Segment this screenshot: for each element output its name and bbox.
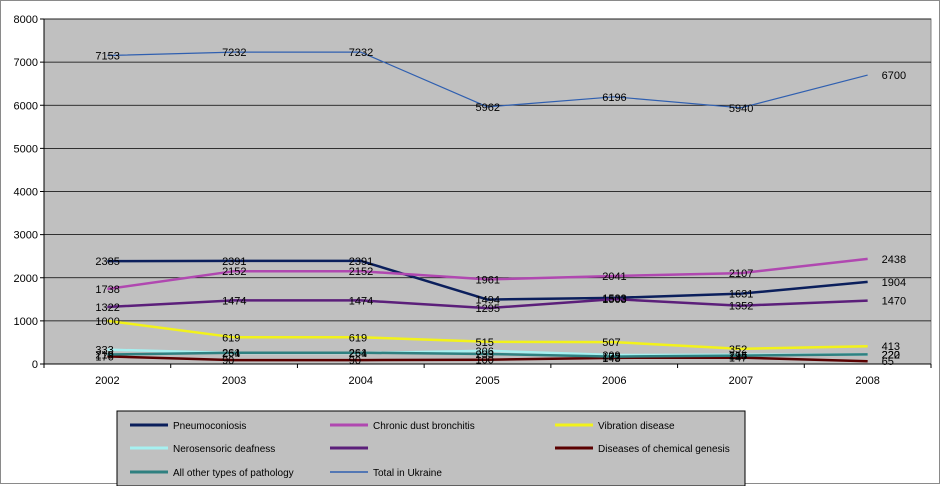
series-line-5 xyxy=(107,297,868,310)
data-label: 515 xyxy=(476,337,494,349)
data-label: 2438 xyxy=(882,254,906,266)
data-label: 65 xyxy=(882,356,894,368)
data-label: 219 xyxy=(95,350,113,362)
data-label: 306 xyxy=(476,346,494,358)
data-label: 143 xyxy=(602,353,620,365)
data-label: 100 xyxy=(476,355,494,367)
data-label: 1000 xyxy=(95,316,119,328)
data-label: 2152 xyxy=(349,266,373,278)
data-label: 172 xyxy=(602,352,620,364)
data-label: 214 xyxy=(729,350,747,362)
data-label: 195 xyxy=(729,351,747,363)
legend-label: All other types of pathology xyxy=(173,468,294,479)
data-label: 6196 xyxy=(602,92,626,104)
data-label: 90 xyxy=(222,355,234,367)
data-label: 176 xyxy=(95,351,113,363)
data-label: 90 xyxy=(349,355,361,367)
x-tick-label: 2006 xyxy=(602,375,626,387)
data-label: 1470 xyxy=(882,296,906,308)
data-label: 1533 xyxy=(602,293,626,305)
x-tick-label: 2002 xyxy=(95,375,119,387)
data-label: 147 xyxy=(729,353,747,365)
data-label: 7232 xyxy=(222,47,246,59)
data-label: 2041 xyxy=(602,271,626,283)
data-label: 254 xyxy=(222,348,240,360)
data-label: 619 xyxy=(222,332,240,344)
data-label: 254 xyxy=(349,348,367,360)
data-label: 2152 xyxy=(222,266,246,278)
legend-label: Vibration disease xyxy=(598,421,675,432)
legend-label: Diseases of chemical genesis xyxy=(598,444,730,455)
y-tick-label: 8000 xyxy=(14,14,38,26)
data-label: 1494 xyxy=(476,295,500,307)
data-label: 2385 xyxy=(95,256,119,268)
data-label: 222 xyxy=(882,349,900,361)
data-label: 7232 xyxy=(349,47,373,59)
legend-label: Nerosensoric deafness xyxy=(173,444,275,455)
legend-label: Chronic dust bronchitis xyxy=(373,421,475,432)
x-tick-label: 2005 xyxy=(475,375,499,387)
data-label: 1474 xyxy=(349,295,373,307)
data-label: 1322 xyxy=(95,302,119,314)
x-tick-label: 2004 xyxy=(349,375,373,387)
data-label: 1904 xyxy=(882,277,906,289)
x-tick-label: 2003 xyxy=(222,375,246,387)
data-label: 1631 xyxy=(729,289,753,301)
data-label: 5940 xyxy=(729,103,753,115)
y-tick-label: 1000 xyxy=(14,316,38,328)
data-label: 1295 xyxy=(476,303,500,315)
y-tick-label: 3000 xyxy=(14,230,38,242)
data-label: 220 xyxy=(882,350,900,362)
y-tick-label: 4000 xyxy=(14,187,38,199)
data-label: 1503 xyxy=(602,294,626,306)
data-label: 6700 xyxy=(882,70,906,82)
y-tick-label: 2000 xyxy=(14,273,38,285)
x-tick-label: 2007 xyxy=(729,375,753,387)
data-label: 2107 xyxy=(729,268,753,280)
series-line-1 xyxy=(107,259,868,301)
y-tick-label: 7000 xyxy=(14,57,38,69)
data-label: 413 xyxy=(882,341,900,353)
data-label: 2391 xyxy=(222,256,246,268)
legend-label: Pneumoconiosis xyxy=(173,421,246,432)
data-label: 352 xyxy=(729,344,747,356)
data-label: 209 xyxy=(602,350,620,362)
data-label: 261 xyxy=(349,348,367,360)
data-label: 1961 xyxy=(476,274,500,286)
y-tick-label: 6000 xyxy=(14,100,38,112)
data-label: 619 xyxy=(349,332,367,344)
series-line-7 xyxy=(107,351,868,358)
series-line-2 xyxy=(107,257,868,291)
data-label: 1352 xyxy=(729,301,753,313)
data-label: 261 xyxy=(222,348,240,360)
legend-box xyxy=(116,410,746,486)
data-label: 1474 xyxy=(222,295,246,307)
series-line-3 xyxy=(107,319,868,351)
data-label: 507 xyxy=(602,337,620,349)
data-label: 7153 xyxy=(95,51,119,63)
data-label: 2391 xyxy=(349,256,373,268)
data-label: 5962 xyxy=(476,102,500,114)
x-tick-label: 2008 xyxy=(855,375,879,387)
y-tick-label: 5000 xyxy=(14,143,38,155)
data-label: 233 xyxy=(476,349,494,361)
series-line-8 xyxy=(107,51,868,109)
y-tick-label: 0 xyxy=(32,359,38,371)
series-line-6 xyxy=(107,355,868,363)
data-label: 1738 xyxy=(95,284,119,296)
data-label: 333 xyxy=(95,345,113,357)
legend-label: Total in Ukraine xyxy=(373,468,442,479)
